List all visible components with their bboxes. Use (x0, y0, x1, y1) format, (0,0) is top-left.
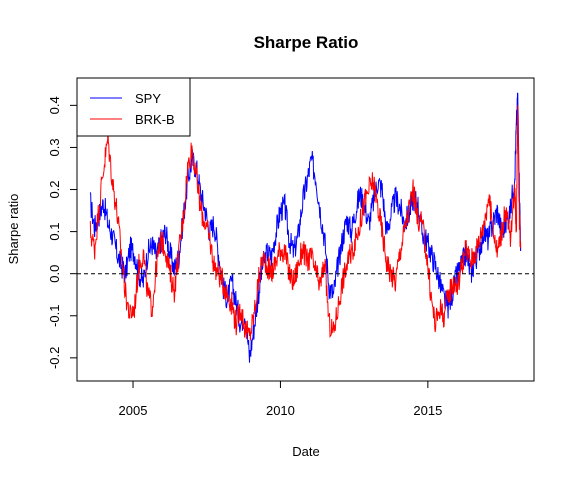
x-axis: 2005 2010 2015 (119, 380, 442, 418)
y-axis: -0.2 -0.1 0.0 0.1 0.2 0.3 0.4 (47, 96, 78, 369)
x-tick-label: 2010 (266, 403, 295, 418)
y-tick-label: 0.0 (47, 265, 62, 283)
y-tick-label: 0.1 (47, 223, 62, 241)
chart-title: Sharpe Ratio (254, 33, 359, 52)
series-line-spy (89, 92, 522, 363)
legend-label-spy: SPY (135, 91, 161, 106)
x-tick-label: 2015 (413, 403, 442, 418)
x-axis-label: Date (292, 444, 319, 459)
legend-box (76, 77, 191, 137)
legend: SPY BRK-B (76, 77, 191, 137)
legend-label-brk-b: BRK-B (135, 112, 175, 127)
x-tick-label: 2005 (119, 403, 148, 418)
y-tick-label: -0.2 (47, 347, 62, 369)
y-tick-label: 0.2 (47, 180, 62, 198)
y-axis-label: Sharpe ratio (6, 194, 21, 265)
y-tick-label: 0.4 (47, 96, 62, 114)
series-line-brk-b (89, 105, 522, 341)
y-tick-label: 0.3 (47, 138, 62, 156)
y-tick-label: -0.1 (47, 305, 62, 327)
series-layer (89, 92, 522, 363)
